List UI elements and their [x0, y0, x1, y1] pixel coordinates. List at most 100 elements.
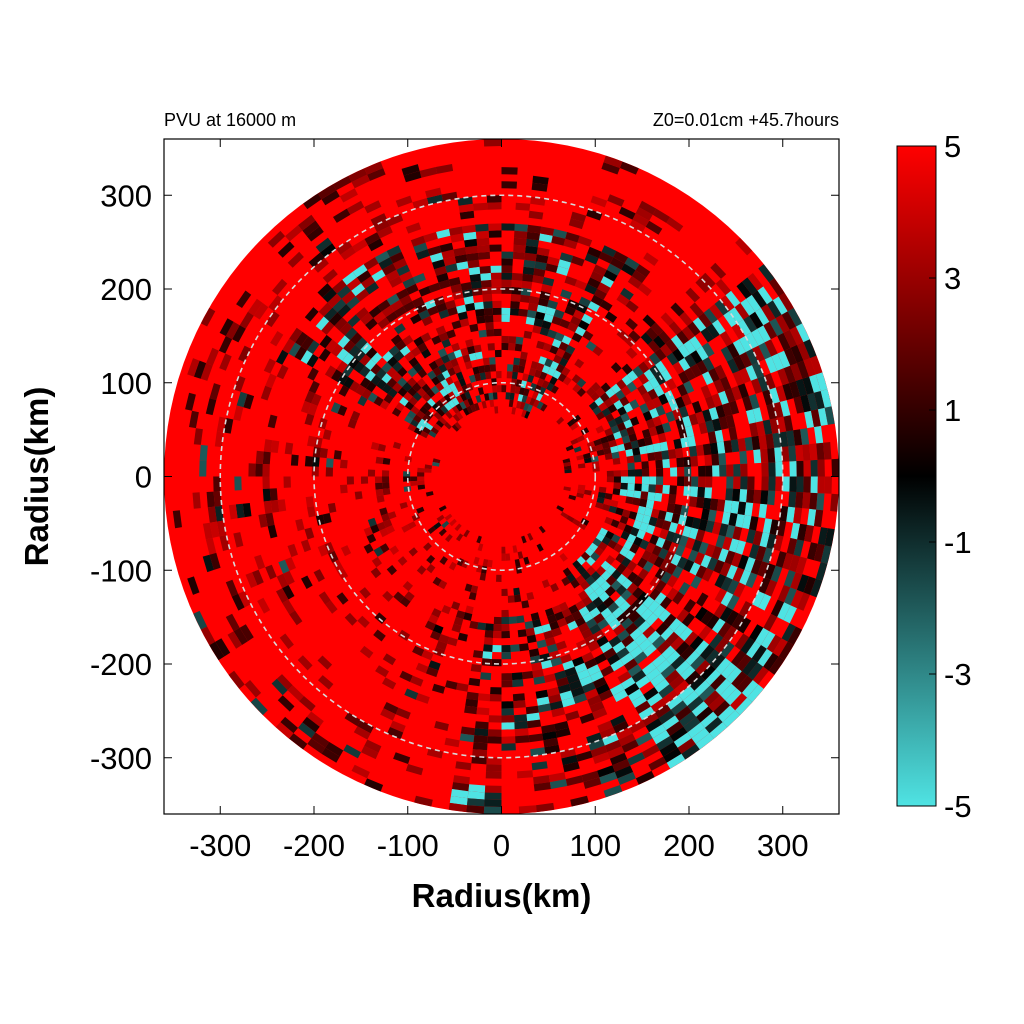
pv-cell [340, 484, 348, 494]
pv-cell [621, 677, 636, 690]
pv-cell [647, 340, 660, 353]
pv-cell [781, 446, 790, 462]
pv-cell [707, 431, 717, 444]
pv-cell [321, 321, 335, 335]
pv-cell [637, 557, 648, 569]
pv-cell [586, 387, 596, 397]
pv-cell [456, 304, 467, 314]
heatmap-layer [164, 139, 839, 814]
pv-cell [382, 488, 391, 496]
pv-cell [375, 489, 384, 497]
pv-cell [524, 620, 534, 630]
pv-cell [394, 306, 407, 318]
pv-cell [545, 637, 556, 647]
pv-cell [344, 612, 358, 626]
pv-cell [325, 741, 344, 757]
pv-cell [463, 295, 474, 305]
pv-cell [453, 380, 462, 389]
pv-cell [564, 469, 572, 474]
pv-cell [357, 720, 374, 734]
pv-cell [625, 594, 638, 606]
pv-cell [601, 162, 620, 175]
pv-cell [519, 387, 526, 395]
pv-cell [709, 303, 724, 320]
pv-cell [807, 392, 818, 411]
pv-cell [629, 543, 640, 554]
pv-cell [617, 443, 626, 452]
pv-cell [491, 378, 497, 386]
pv-cell [399, 294, 413, 306]
pv-cell [311, 393, 322, 406]
pv-cell [652, 635, 666, 649]
pv-cell [578, 606, 590, 617]
pv-cell [559, 690, 574, 701]
pv-cell [772, 638, 788, 657]
pv-cell [607, 539, 618, 550]
pv-cell [187, 576, 200, 595]
pv-cell [589, 607, 601, 618]
pv-cell [634, 633, 648, 646]
pv-cell [620, 482, 628, 490]
pv-cell [602, 733, 619, 746]
pv-cell [723, 500, 733, 513]
pv-cell [745, 332, 759, 349]
pv-cell [456, 682, 469, 692]
pv-cell [572, 560, 582, 570]
pv-cell [689, 675, 706, 691]
pv-cell [613, 399, 624, 410]
pv-cell [381, 362, 393, 373]
pv-cell [456, 533, 464, 542]
pv-cell [737, 319, 752, 336]
pv-cell [719, 606, 733, 622]
pv-cell [531, 662, 543, 671]
pv-cell [570, 315, 582, 327]
pv-cell [511, 378, 517, 387]
pv-cell [383, 519, 393, 528]
pv-cell [643, 252, 659, 266]
pv-cell [613, 431, 622, 440]
pv-cell [690, 575, 702, 589]
pv-cell [300, 350, 313, 364]
pv-cell [532, 275, 544, 284]
pv-cell [564, 305, 576, 316]
pv-cell [782, 476, 790, 492]
pv-cell [642, 712, 659, 727]
pv-cell [436, 373, 446, 383]
pv-cell [728, 426, 738, 441]
pv-cell [209, 521, 220, 538]
pv-cell [444, 421, 452, 430]
pv-cell [732, 339, 746, 356]
pv-cell [231, 593, 245, 611]
pv-cell [483, 139, 502, 147]
pv-cell [314, 437, 323, 448]
pv-cell [460, 347, 469, 357]
pv-cell [265, 311, 280, 328]
pv-cell [814, 425, 824, 444]
pv-cell [510, 301, 520, 309]
pv-cell [606, 433, 616, 442]
pv-cell [691, 727, 710, 744]
pv-cell [643, 380, 654, 393]
pv-cell [619, 161, 639, 175]
pv-cell [319, 447, 328, 459]
pv-cell [665, 669, 681, 685]
pv-cell [385, 311, 399, 323]
pv-cell [417, 480, 425, 486]
pv-cell [698, 476, 706, 488]
pv-cell [438, 580, 448, 590]
pv-cell [577, 235, 593, 247]
pv-cell [410, 346, 422, 357]
pv-cell [468, 266, 481, 276]
pv-cell [653, 556, 665, 568]
pv-cell [387, 213, 404, 226]
pv-cell [576, 556, 586, 566]
pv-cell [574, 358, 585, 369]
pv-cell [448, 382, 457, 392]
pv-cell [690, 350, 703, 364]
pv-cell [483, 637, 493, 645]
pv-cell [796, 476, 804, 493]
pv-cell [691, 476, 699, 487]
pv-cell [690, 364, 702, 378]
pv-cell [385, 525, 395, 534]
pv-cell [788, 491, 797, 508]
